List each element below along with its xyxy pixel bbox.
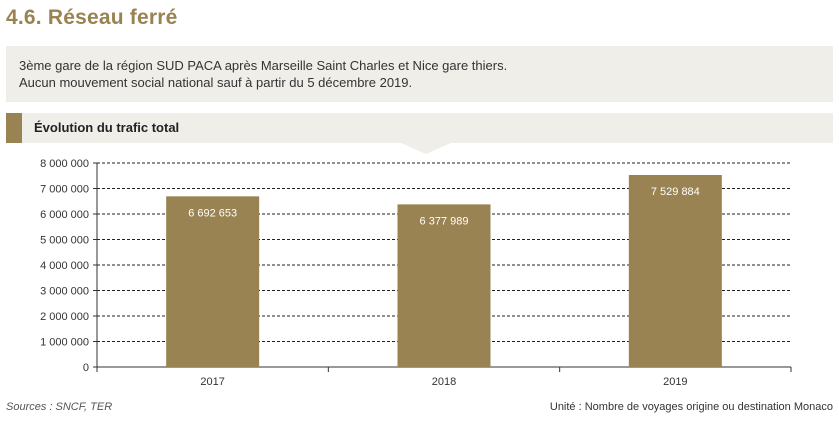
x-tick-label: 2019 xyxy=(663,376,687,388)
intro-box: 3ème gare de la région SUD PACA après Ma… xyxy=(6,46,833,102)
x-tick-label: 2017 xyxy=(200,376,224,388)
y-tick-label: 6 000 000 xyxy=(40,209,89,221)
source-note: Sources : SNCF, TER xyxy=(6,401,113,413)
traffic-bar-chart: 0 1 000 000 2 000 000 3 000 000 4 000 000 5 0… xyxy=(40,158,792,388)
y-tick-label: 7 000 000 xyxy=(40,184,89,196)
chart-header: Évolution du trafic total xyxy=(6,113,833,154)
y-tick-label: 8 000 000 xyxy=(40,158,89,170)
y-tick-label: 2 000 000 xyxy=(40,311,89,323)
y-tick-label: 0 xyxy=(83,362,89,374)
chart-header-accent xyxy=(6,113,22,143)
chart-header-pointer xyxy=(401,143,451,154)
intro-line-1: 3ème gare de la région SUD PACA après Ma… xyxy=(19,58,508,73)
section-title: 4.6. Réseau ferré xyxy=(6,6,178,29)
bar-value-label: 7 529 884 xyxy=(651,186,700,198)
chart-title: Évolution du trafic total xyxy=(34,120,180,135)
bar-2017 xyxy=(166,196,260,367)
bar-value-label: 6 692 653 xyxy=(188,207,237,219)
unit-note: Unité : Nombre de voyages origine ou des… xyxy=(549,401,833,413)
intro-line-2: Aucun mouvement social national sauf à p… xyxy=(19,75,413,90)
bar-2019 xyxy=(628,174,722,367)
y-tick-label: 4 000 000 xyxy=(40,260,89,272)
x-tick-label: 2018 xyxy=(432,376,456,388)
bar-2018 xyxy=(397,204,491,367)
y-tick-label: 5 000 000 xyxy=(40,235,89,247)
bar-value-label: 6 377 989 xyxy=(420,215,469,227)
y-tick-label: 1 000 000 xyxy=(40,337,89,349)
y-tick-label: 3 000 000 xyxy=(40,286,89,298)
